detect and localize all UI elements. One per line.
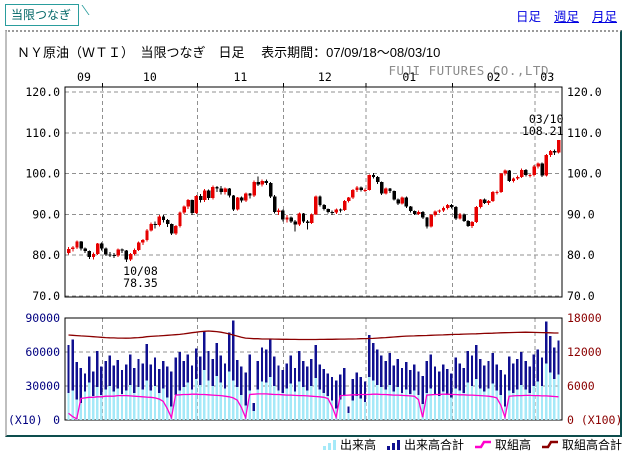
legend-item-volume: 出来高	[322, 436, 376, 453]
nav-monthly[interactable]: 月足	[591, 10, 617, 24]
legend-label-volume-total: 出来高合計	[403, 437, 464, 452]
legend-item-open-interest-total: 取組高合計	[541, 436, 622, 453]
legend-item-volume-total: 出来高合計	[386, 436, 464, 453]
volume-bars-icon	[322, 440, 336, 450]
nav-weekly[interactable]: 週足	[553, 10, 579, 24]
legend-label-open-interest: 取組高	[494, 437, 531, 452]
nav-daily[interactable]: 日足	[515, 10, 541, 24]
chart-legend: 出来高 出来高合計 取組高 取組高合計	[322, 436, 622, 452]
volume-total-bars-icon	[386, 440, 400, 450]
tab-label: 当限つなぎ	[11, 8, 72, 22]
tab-tougen-tsunagi[interactable]: 当限つなぎ	[5, 4, 80, 26]
chart-panel: ＮＹ原油（ＷＴＩ） 当限つなぎ 日足 表示期間：07/09/18～08/03/1…	[5, 30, 622, 437]
open-interest-total-line-icon	[541, 440, 558, 449]
open-interest-line-icon	[474, 440, 491, 449]
period-nav: 日足 週足 月足	[516, 6, 617, 25]
company-name: FUJI FUTURES CO.,LTD.	[388, 63, 557, 78]
legend-item-open-interest: 取組高	[474, 436, 531, 453]
legend-label-open-interest-total: 取組高合計	[561, 437, 622, 452]
chart-title: ＮＹ原油（ＷＴＩ） 当限つなぎ 日足 表示期間：07/09/18～08/03/1…	[17, 45, 441, 60]
legend-label-volume: 出来高	[339, 437, 376, 452]
